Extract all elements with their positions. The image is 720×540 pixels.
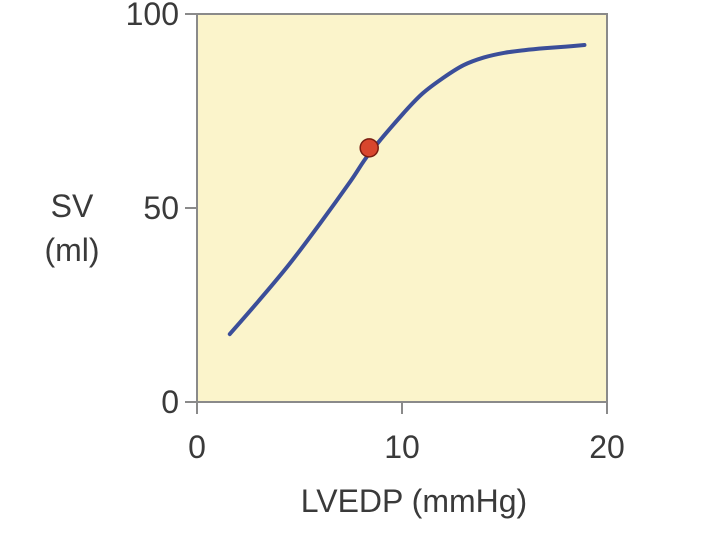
x-axis-title: LVEDP (mmHg) [301, 483, 527, 519]
x-tick-label: 0 [188, 429, 206, 465]
x-tick-label: 20 [589, 429, 625, 465]
y-tick-label: 0 [161, 384, 179, 420]
plot-area [196, 13, 608, 403]
axis-ticks: 0 50 100 0 10 20 [126, 0, 625, 465]
y-axis-title-line-2: (ml) [44, 232, 99, 268]
y-axis-title-line-1: SV [51, 188, 94, 224]
y-tick-label: 50 [143, 190, 179, 226]
y-tick-label: 100 [126, 0, 179, 32]
operating-point-marker [359, 138, 379, 158]
series-line [227, 43, 587, 337]
x-tick-label: 10 [384, 429, 420, 465]
